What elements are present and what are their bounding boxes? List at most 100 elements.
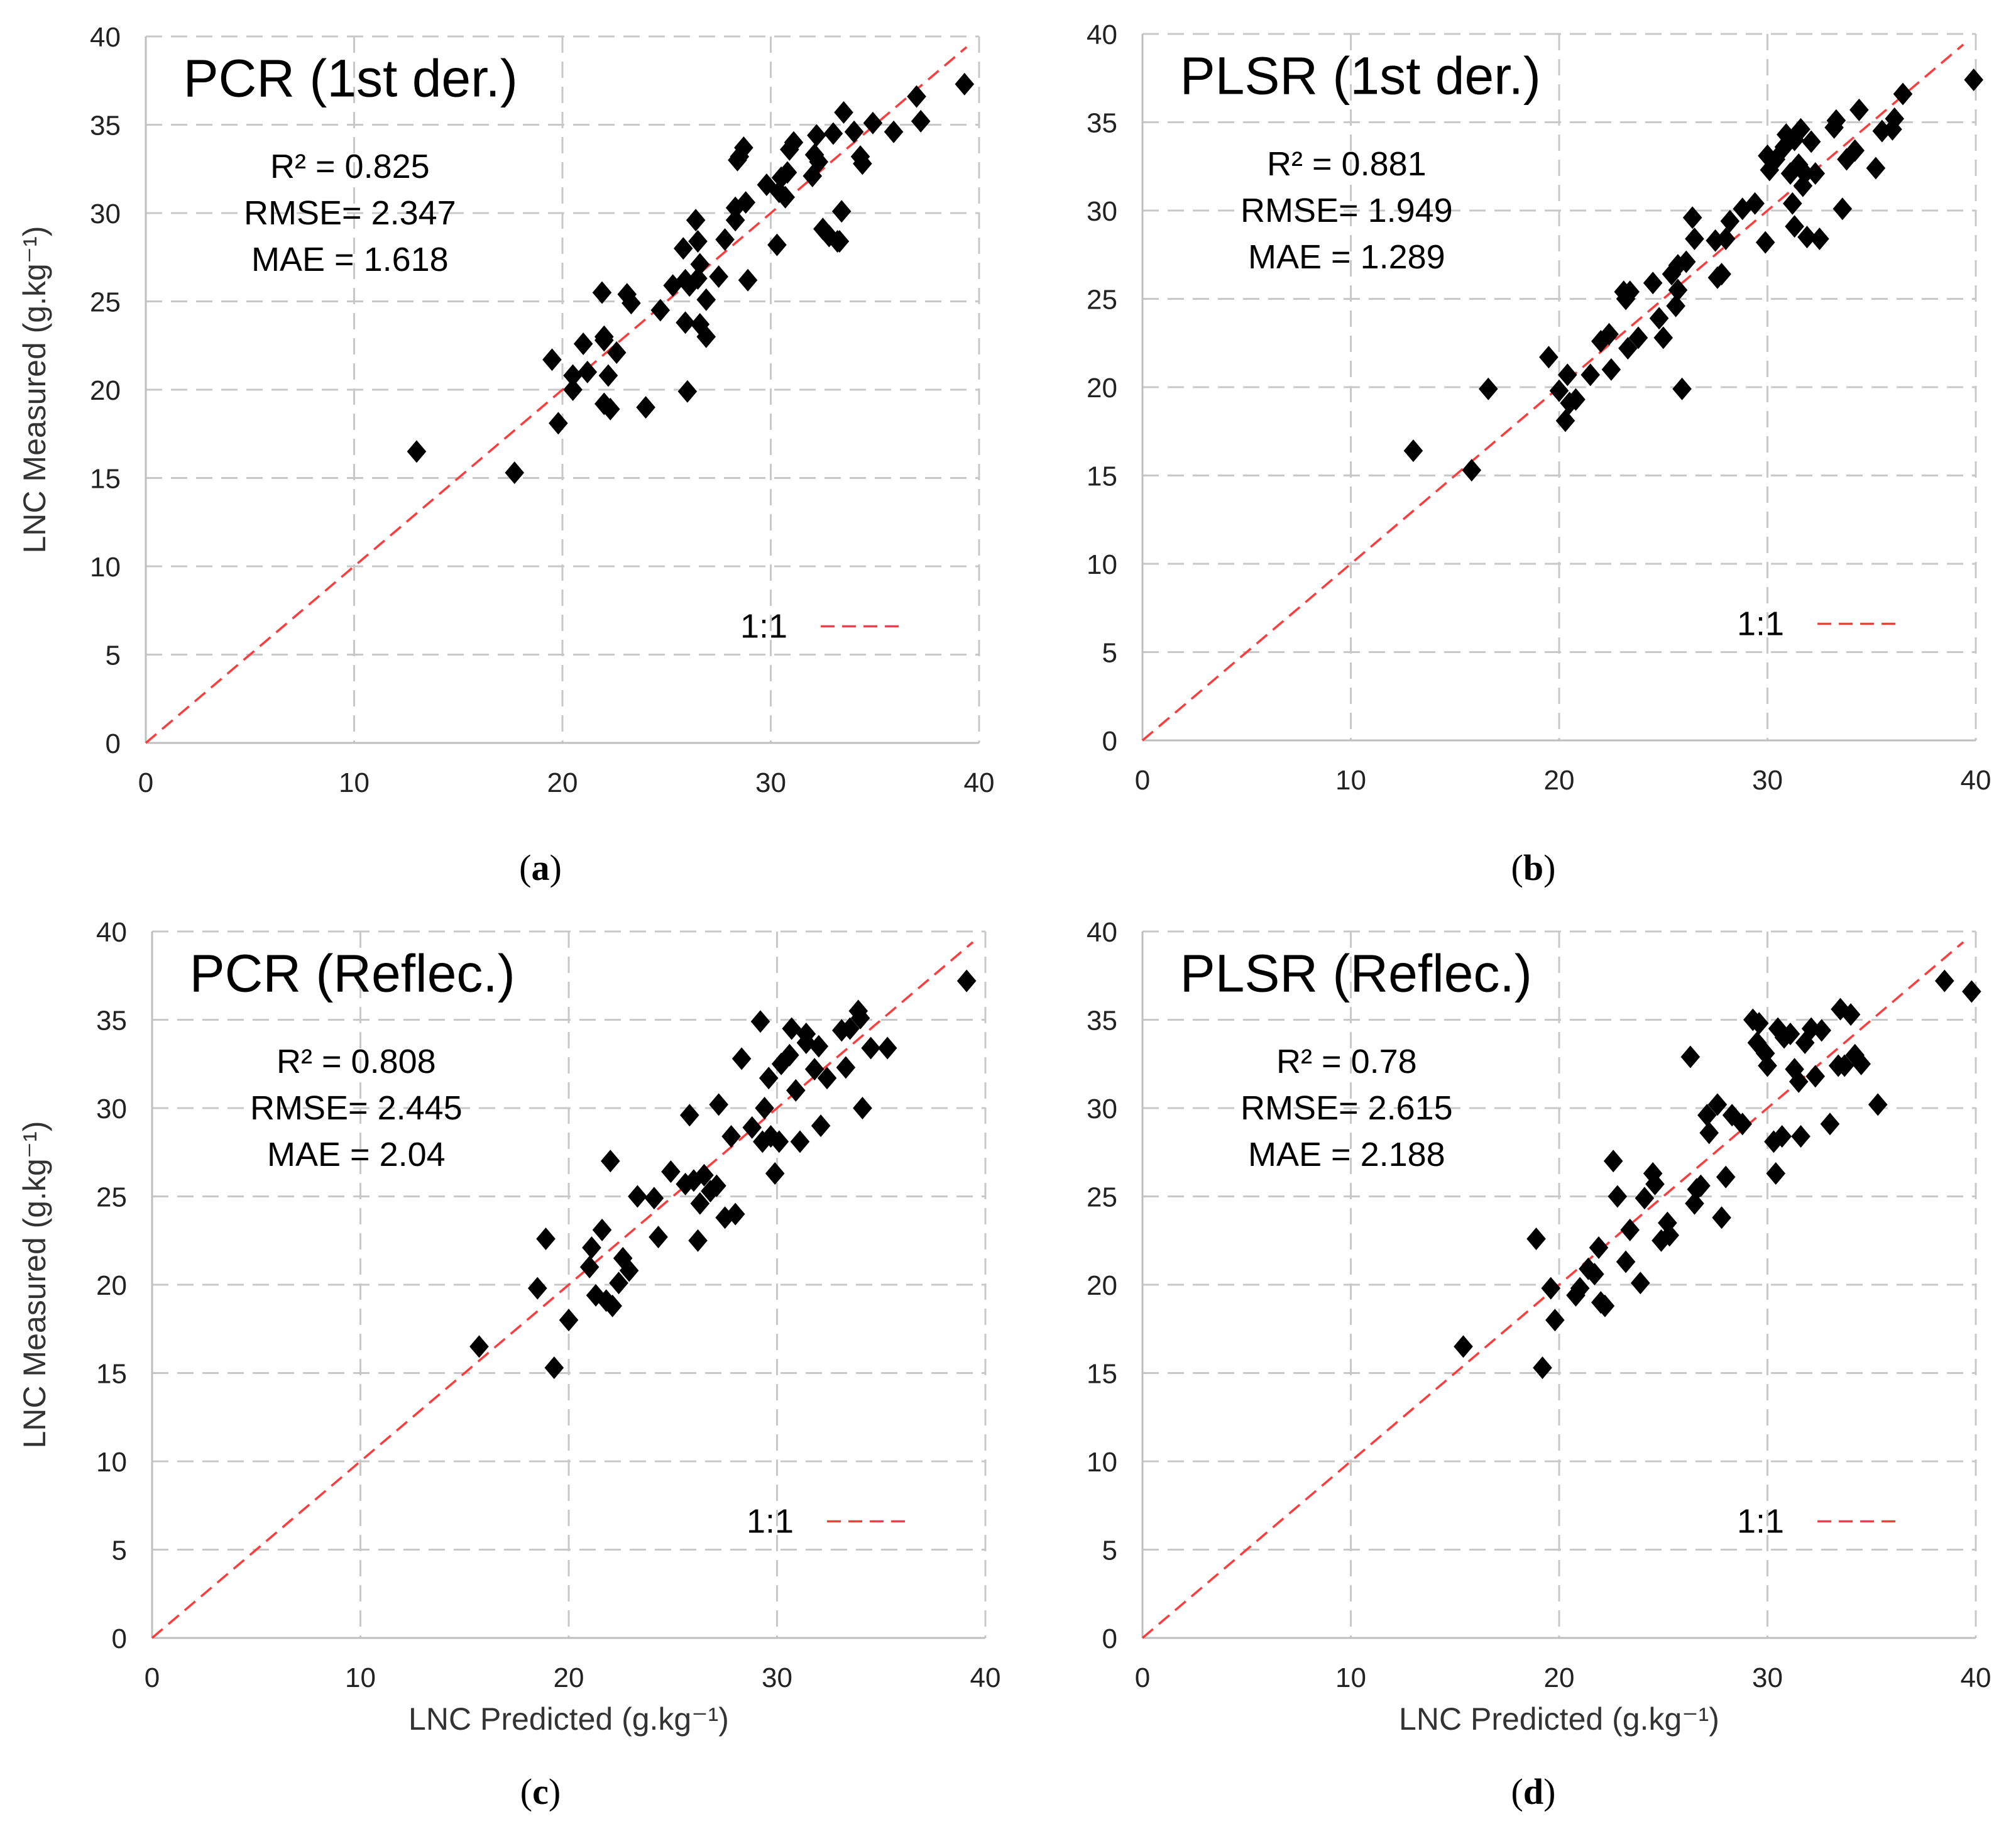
caption-letter: b (1523, 847, 1543, 888)
data-point (536, 1227, 556, 1250)
data-point (1791, 1124, 1811, 1148)
x-tick-label: 10 (1335, 765, 1366, 796)
x-axis-title: LNC Predicted (g.kg⁻¹) (408, 1701, 729, 1737)
data-point (603, 1294, 622, 1317)
stat-line: MAE = 1.618 (251, 241, 449, 278)
data-point (592, 1218, 612, 1241)
data-point (907, 85, 926, 108)
data-point (1805, 162, 1826, 185)
data-point (1570, 1277, 1590, 1300)
y-tick-label: 20 (1087, 1270, 1117, 1301)
y-tick-label: 5 (1102, 1536, 1117, 1566)
data-point (1685, 227, 1704, 250)
caption-open: ( (519, 847, 531, 888)
y-tick-label: 15 (1087, 1359, 1117, 1390)
data-point (622, 292, 641, 315)
data-point (1831, 997, 1850, 1021)
data-point (775, 185, 796, 209)
panel-caption: (a) (519, 847, 562, 888)
data-point (1883, 118, 1902, 141)
data-point (759, 1067, 779, 1090)
stat-line: RMSE= 1.949 (1241, 192, 1453, 229)
data-point (1580, 363, 1601, 387)
data-point (755, 1097, 774, 1119)
caption-close: ) (1543, 1771, 1555, 1812)
data-point (1616, 1250, 1636, 1273)
data-point (767, 233, 787, 256)
x-tick-label: 30 (762, 1662, 792, 1693)
data-point (1758, 1054, 1777, 1077)
y-tick-label: 40 (1087, 19, 1117, 50)
y-tick-label: 15 (1087, 461, 1117, 492)
y-tick-label: 15 (90, 464, 121, 495)
data-point (1555, 409, 1575, 432)
data-point (830, 229, 850, 253)
x-tick-label: 0 (145, 1662, 160, 1693)
x-tick-label: 10 (339, 767, 370, 798)
data-point (807, 124, 826, 147)
stat-line: RMSE= 2.347 (244, 194, 456, 232)
stat-line: R² = 0.825 (270, 148, 430, 185)
data-point (956, 969, 977, 992)
data-point (1539, 346, 1559, 369)
data-point (1749, 1012, 1769, 1035)
y-tick-label: 35 (1087, 108, 1117, 139)
data-point (1772, 1124, 1792, 1148)
data-point (709, 1093, 728, 1116)
stat-line: MAE = 1.289 (1248, 238, 1445, 276)
data-point (817, 1067, 837, 1090)
y-tick-label: 20 (96, 1270, 127, 1301)
caption-letter: d (1523, 1771, 1543, 1812)
data-point (1533, 1356, 1552, 1380)
data-point (1589, 1236, 1609, 1259)
data-point (1462, 459, 1482, 482)
caption-close: ) (550, 847, 562, 888)
data-point (1680, 1045, 1701, 1069)
data-point (1720, 209, 1740, 233)
data-point (1707, 1093, 1728, 1116)
y-tick-label: 35 (96, 1006, 127, 1036)
scatter-points (407, 72, 975, 485)
caption-close: ) (549, 1771, 561, 1812)
data-point (1795, 1031, 1815, 1055)
data-point (549, 412, 568, 435)
data-point (690, 253, 710, 276)
data-point (1591, 329, 1611, 353)
data-point (676, 311, 695, 334)
data-point (601, 1150, 620, 1173)
y-tick-label: 5 (112, 1536, 127, 1566)
stat-line: RMSE= 2.445 (250, 1089, 463, 1127)
data-point (738, 268, 758, 292)
data-point (1934, 969, 1954, 992)
y-tick-label: 15 (96, 1359, 127, 1390)
panel-b: 0 5 10 15 20 25 30 35 40 0 10 20 30 40 PLSR (1st der.)… (1087, 19, 1991, 888)
data-point (1801, 130, 1821, 153)
y-axis-title: LNC Measured (g.kg⁻¹) (17, 1121, 52, 1449)
data-point (850, 1006, 870, 1030)
data-point (1716, 227, 1736, 250)
panel-caption: (d) (1511, 1771, 1556, 1812)
legend-label: 1:1 (740, 608, 787, 646)
data-point (1872, 119, 1892, 143)
data-point (1812, 1019, 1831, 1042)
data-point (853, 1097, 872, 1119)
data-point (563, 378, 583, 401)
data-point (469, 1335, 489, 1358)
data-point (690, 1192, 710, 1215)
data-point (811, 1114, 831, 1138)
x-tick-label: 10 (1335, 1662, 1366, 1693)
data-point (1608, 1185, 1628, 1208)
panel-title: PCR (Reflec.) (190, 944, 515, 1003)
data-point (780, 1043, 799, 1067)
data-point (1585, 1263, 1604, 1286)
y-tick-label: 5 (1102, 638, 1117, 669)
data-point (1780, 1022, 1800, 1045)
data-point (715, 228, 735, 251)
data-point (694, 1163, 714, 1187)
y-tick-label: 25 (96, 1182, 127, 1213)
data-point (823, 122, 843, 145)
data-point (1766, 1162, 1786, 1185)
data-point (617, 283, 637, 306)
y-tick-label: 10 (96, 1447, 127, 1478)
